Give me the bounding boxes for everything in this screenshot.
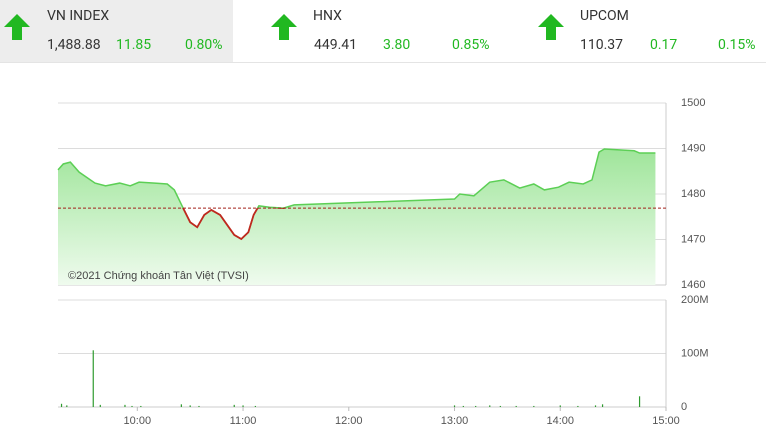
y-tick-label: 1460 (681, 279, 705, 291)
index-value: 1,488.88 (47, 37, 101, 53)
volume-bar (189, 405, 191, 407)
volume-bar (638, 396, 641, 407)
volume-bar (254, 405, 256, 407)
x-tick-label: 13:00 (441, 415, 469, 427)
x-tick-label: 10:00 (124, 415, 152, 427)
y-tick-label: 200M (681, 294, 709, 306)
x-tick-label: 14:00 (546, 415, 574, 427)
volume-bar (99, 404, 101, 407)
index-change: 11.85 (116, 37, 152, 53)
volume-bar (242, 405, 244, 407)
index-value: 110.37 (580, 37, 624, 53)
index-card[interactable]: VN INDEX 1,488.88 11.85 0.80% (0, 0, 233, 62)
index-value: 449.41 (314, 37, 358, 53)
volume-bar (92, 350, 94, 407)
index-name: UPCOM (580, 8, 629, 24)
volume-bar (515, 405, 517, 407)
volume-bar (66, 405, 68, 407)
volume-bar (499, 405, 501, 407)
volume-bar (140, 405, 142, 407)
index-card[interactable]: UPCOM 110.37 0.17 0.15% (533, 0, 766, 62)
volume-bar (131, 405, 133, 407)
up-arrow (538, 14, 564, 40)
price-line-below (182, 208, 287, 241)
index-percent: 0.80% (185, 37, 223, 53)
volume-bar (124, 404, 126, 407)
y-tick-label: 1490 (681, 142, 705, 154)
index-change: 3.80 (383, 37, 411, 53)
index-change: 0.17 (650, 37, 678, 53)
y-tick-label: 1470 (681, 233, 705, 245)
volume-bar (475, 405, 477, 407)
up-arrow (271, 14, 297, 40)
y-tick-label: 1500 (681, 97, 705, 109)
volume-bar (233, 404, 235, 407)
up-arrow (4, 14, 30, 40)
volume-bar (594, 405, 597, 407)
volume-bar (60, 403, 63, 407)
volume-bar (462, 405, 464, 407)
annotation: ©2021 Chứng khoán Tân Việt (TVSI) (68, 270, 249, 282)
volume-bar (489, 405, 491, 407)
divider (0, 62, 766, 63)
index-percent: 0.85% (452, 37, 490, 53)
x-tick-label: 12:00 (335, 415, 363, 427)
volume-bar (577, 405, 579, 407)
volume-bar (180, 404, 182, 407)
volume-bar (601, 404, 604, 407)
index-name: VN INDEX (47, 8, 110, 24)
y-tick-label: 0 (681, 401, 687, 413)
volume-bar (533, 405, 535, 407)
y-tick-label: 100M (681, 347, 709, 359)
y-tick-label: 1480 (681, 188, 705, 200)
volume-bar (559, 405, 561, 407)
index-percent: 0.15% (718, 37, 756, 53)
volume-bar (453, 405, 456, 407)
price-area (58, 148, 656, 285)
volume-bar (198, 405, 200, 407)
x-tick-label: 15:00 (652, 415, 680, 427)
index-card[interactable]: HNX 449.41 3.80 0.85% (266, 0, 499, 62)
index-name: HNX (313, 8, 342, 24)
x-tick-label: 11:00 (230, 415, 257, 427)
